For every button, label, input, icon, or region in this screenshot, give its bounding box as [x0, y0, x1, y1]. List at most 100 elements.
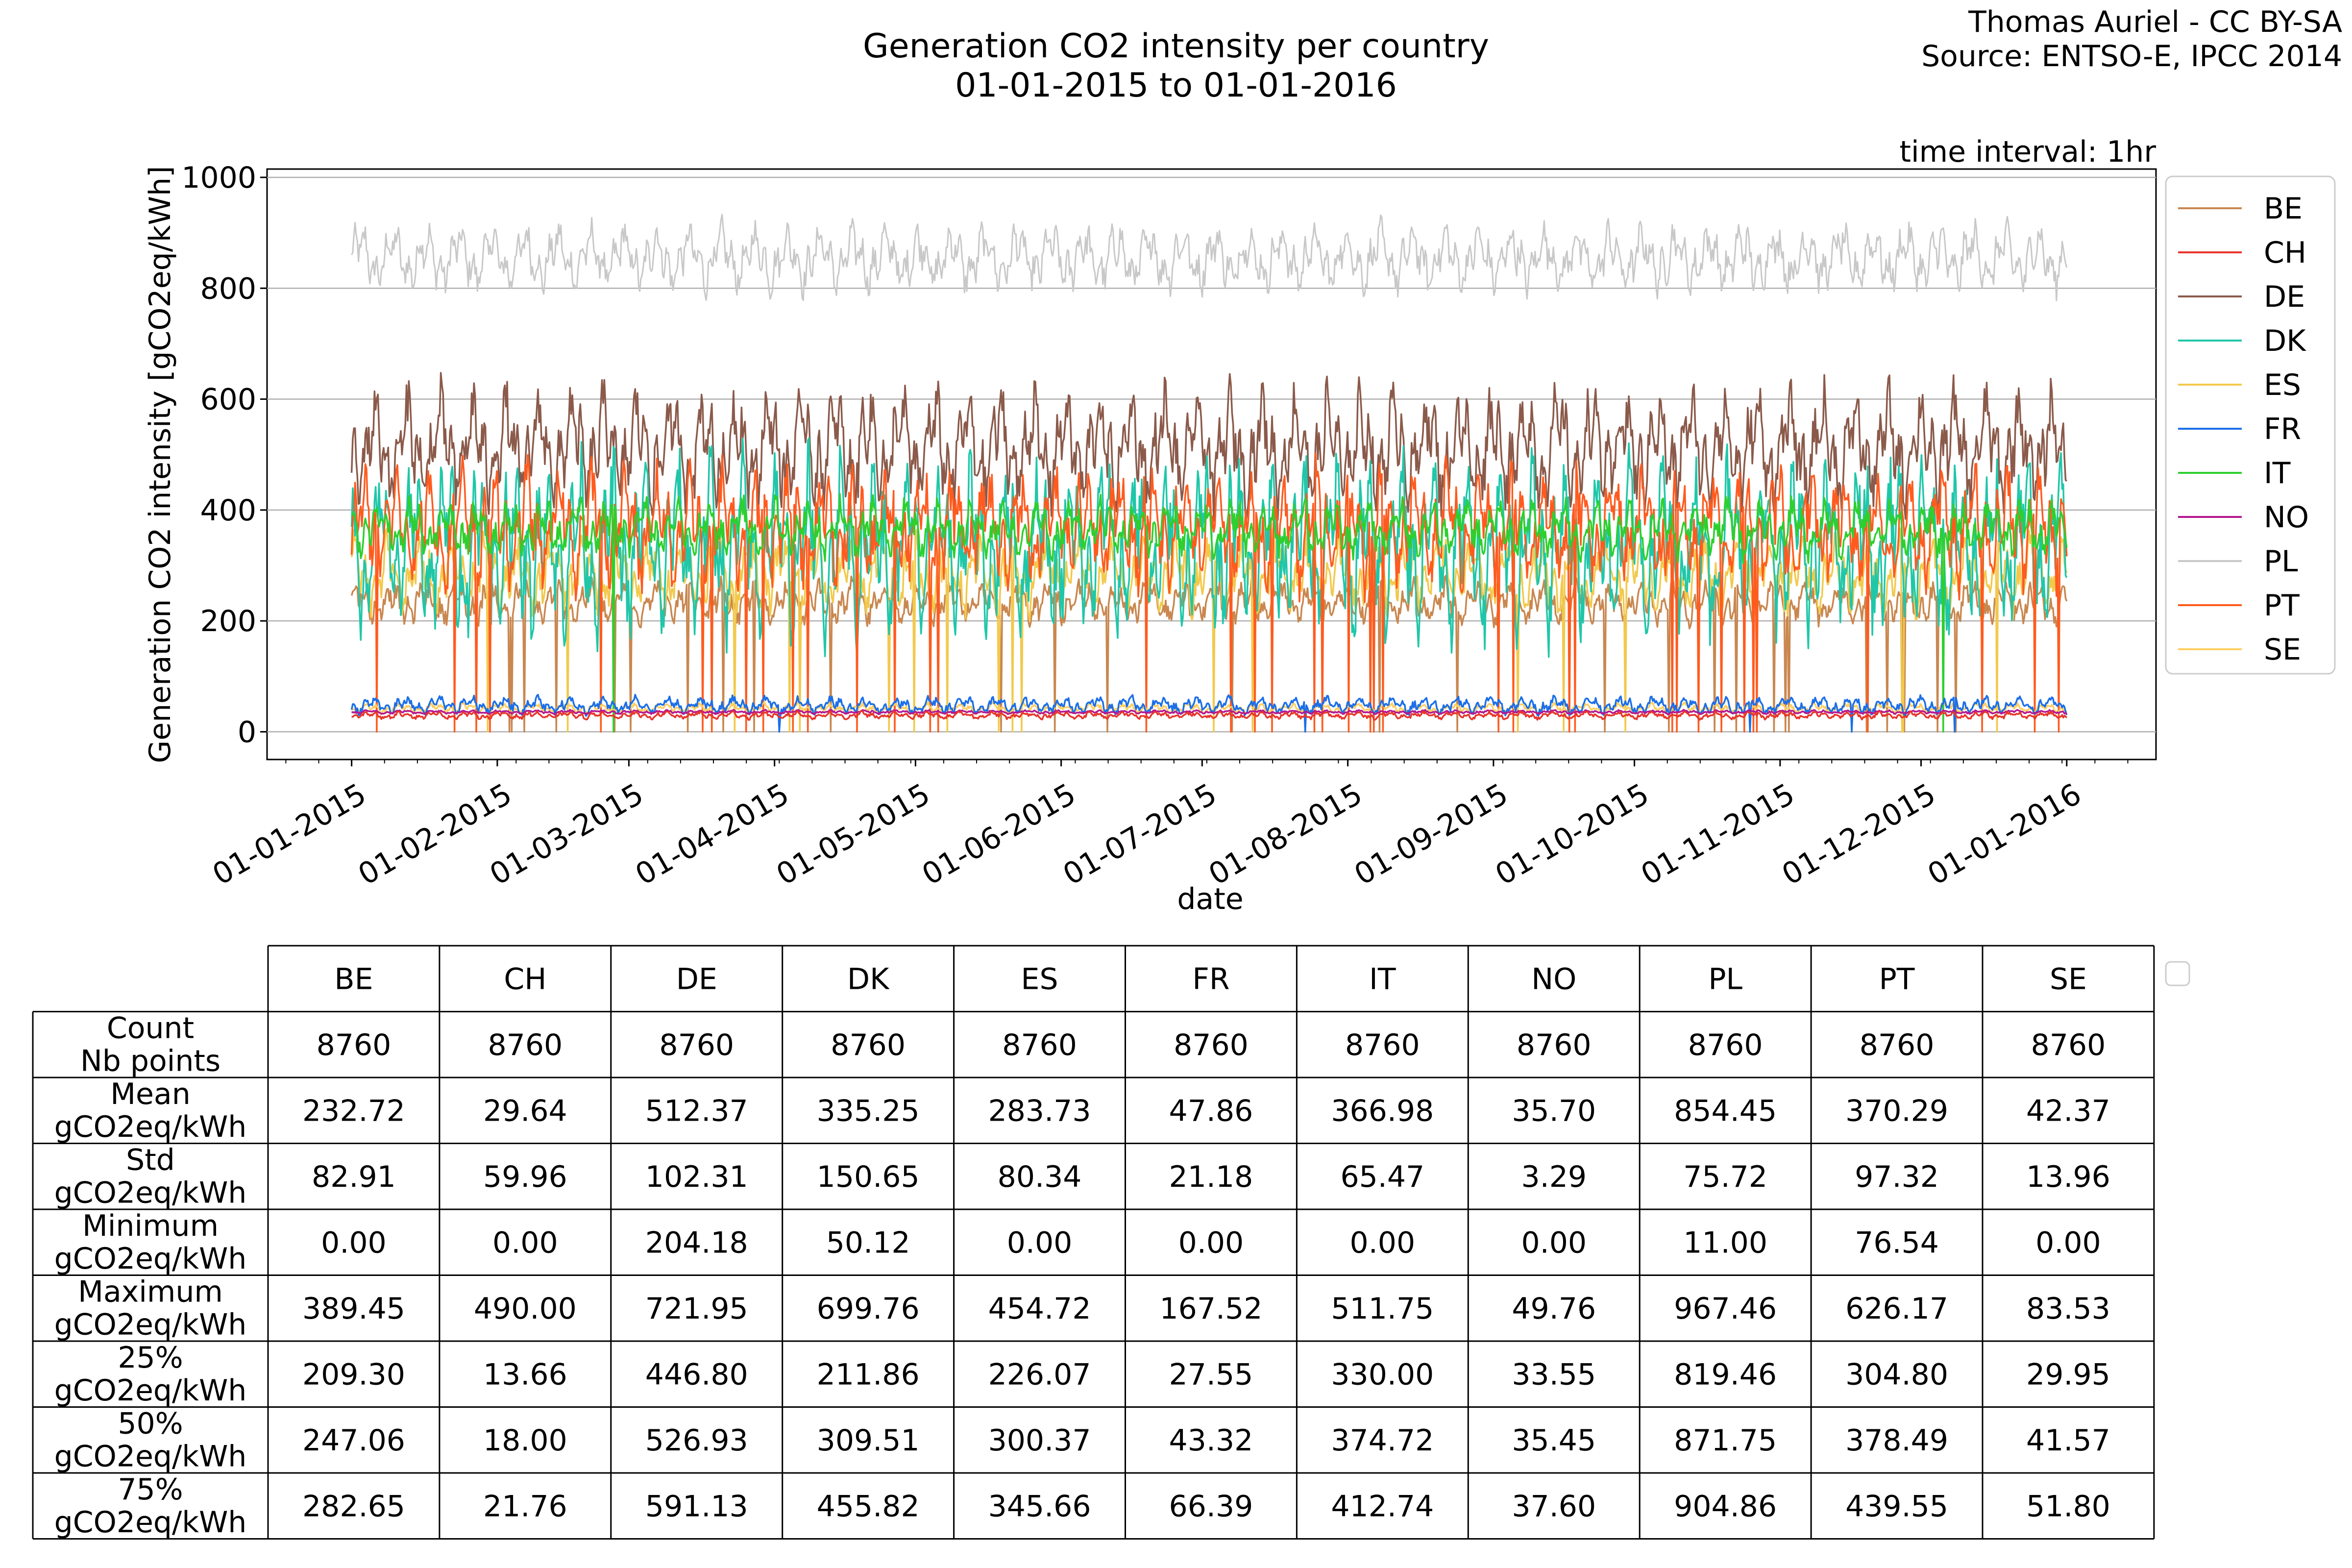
table-cell: 366.98	[1331, 1094, 1434, 1128]
table-row-unit: gCO2eq/kWh	[54, 1242, 247, 1276]
table-cell: 50.12	[826, 1225, 910, 1260]
table-cell: 378.49	[1845, 1423, 1948, 1458]
table-row-label: Mean	[110, 1077, 190, 1111]
table-cell: 82.91	[312, 1160, 396, 1194]
table-header-cell: FR	[1192, 962, 1229, 996]
table-cell: 446.80	[645, 1357, 748, 1392]
table-cell: 83.53	[2026, 1292, 2110, 1326]
table-cell: 8760	[488, 1028, 563, 1062]
table-cell: 59.96	[483, 1160, 567, 1194]
table-row-unit: gCO2eq/kWh	[54, 1505, 247, 1540]
table-header-cell: PT	[1879, 962, 1915, 996]
table-cell: 335.25	[817, 1094, 920, 1128]
table-cell: 0.00	[492, 1225, 558, 1260]
table-row-label: Maximum	[78, 1275, 223, 1309]
table-cell: 43.32	[1169, 1423, 1253, 1458]
table-cell: 211.86	[817, 1357, 920, 1392]
table-cell: 455.82	[817, 1489, 920, 1523]
table-cell: 374.72	[1331, 1423, 1434, 1458]
x-tick-label: 01-01-2015	[207, 777, 372, 892]
legend-label-se: SE	[2264, 633, 2301, 667]
table-cell: 511.75	[1331, 1292, 1434, 1326]
table-cell: 167.52	[1159, 1292, 1262, 1326]
series-line-be	[350, 575, 2068, 733]
table-cell: 854.45	[1674, 1094, 1777, 1128]
table-cell: 37.60	[1512, 1489, 1596, 1523]
x-tick-label: 01-01-2016	[1922, 777, 2087, 892]
x-tick-label: 01-10-2015	[1490, 777, 1655, 892]
x-tick-label: 01-12-2015	[1776, 777, 1941, 892]
table-row-label: Count	[107, 1011, 194, 1046]
table-header-cell: DE	[676, 962, 717, 996]
x-axis-ticks: 01-01-201501-02-201501-03-201501-04-2015…	[207, 760, 2129, 892]
legend-label-dk: DK	[2264, 324, 2306, 358]
table-cell: 209.30	[302, 1357, 405, 1392]
table-header-cell: PL	[1708, 962, 1742, 996]
table-cell: 0.00	[1521, 1225, 1587, 1260]
table-cell: 80.34	[998, 1160, 1082, 1194]
legend-label-fr: FR	[2264, 412, 2301, 446]
table-cell: 699.76	[817, 1292, 920, 1326]
table-header-cell: DK	[847, 962, 890, 996]
table-header-cell: BE	[334, 962, 373, 996]
table-cell: 41.57	[2026, 1423, 2110, 1458]
series-line-pl	[351, 214, 2068, 301]
table-cell: 21.76	[483, 1489, 567, 1523]
table-cell: 3.29	[1521, 1160, 1587, 1194]
series-line-ch	[351, 710, 2068, 721]
table-cell: 11.00	[1683, 1225, 1767, 1260]
table-cell: 871.75	[1674, 1423, 1777, 1458]
table-header-cell: IT	[1369, 962, 1396, 996]
table-header-cell: CH	[504, 962, 546, 996]
table-cell: 29.64	[483, 1094, 567, 1128]
table-cell: 13.66	[483, 1357, 567, 1392]
table-cell: 49.76	[1512, 1292, 1596, 1326]
table-cell: 512.37	[645, 1094, 748, 1128]
table-header-cell: SE	[2050, 962, 2087, 996]
series-line-it	[351, 493, 2068, 733]
table-cell: 819.46	[1674, 1357, 1777, 1392]
time-interval-annotation: time interval: 1hr	[1899, 135, 2156, 169]
table-row-label: 75%	[118, 1472, 183, 1507]
series-lines	[350, 214, 2068, 733]
series-line-fr	[350, 693, 2068, 733]
table-cell: 8760	[1002, 1028, 1077, 1062]
table-cell: 97.32	[1855, 1160, 1939, 1194]
table-cell: 283.73	[988, 1094, 1091, 1128]
table-cell: 626.17	[1845, 1292, 1948, 1326]
table-cell: 75.72	[1683, 1160, 1767, 1194]
x-tick-label: 01-06-2015	[916, 777, 1081, 892]
table-cell: 412.74	[1331, 1489, 1434, 1523]
table-cell: 29.95	[2026, 1357, 2110, 1392]
table-cell: 454.72	[988, 1292, 1091, 1326]
x-tick-label: 01-11-2015	[1635, 777, 1800, 892]
x-axis-label: date	[1177, 882, 1243, 916]
table-cell: 27.55	[1169, 1357, 1253, 1392]
table-cell: 8760	[1345, 1028, 1420, 1062]
table-row-label: Minimum	[82, 1209, 219, 1243]
table-cell: 591.13	[645, 1489, 748, 1523]
table-cell: 282.65	[302, 1489, 405, 1523]
table-header-cell: ES	[1021, 962, 1058, 996]
legend-label-ch: CH	[2264, 236, 2306, 270]
y-axis-ticks: 0 200 400 600 800 1000	[181, 161, 267, 749]
table-cell: 51.80	[2026, 1489, 2110, 1523]
table-cell: 65.47	[1340, 1160, 1424, 1194]
table-row-label: 50%	[118, 1407, 183, 1441]
table-cell: 0.00	[321, 1225, 387, 1260]
y-tick-label: 600	[200, 383, 256, 417]
legend-label-pt: PT	[2264, 588, 2300, 623]
table-row-label: Std	[126, 1143, 175, 1177]
table-cell: 232.72	[302, 1094, 405, 1128]
legend: BE CH DE DK ES FR IT NO PL PT SE	[2165, 175, 2336, 675]
series-line-pt	[350, 452, 2068, 733]
y-tick-label: 0	[238, 715, 256, 749]
legend-label-es: ES	[2264, 368, 2301, 402]
y-tick-label: 200	[200, 604, 256, 638]
table-cell: 0.00	[2035, 1225, 2101, 1260]
table-cell: 8760	[659, 1028, 734, 1062]
table-cell: 35.70	[1512, 1094, 1596, 1128]
table-cell: 8760	[1174, 1028, 1249, 1062]
table-cell: 0.00	[1178, 1225, 1244, 1260]
